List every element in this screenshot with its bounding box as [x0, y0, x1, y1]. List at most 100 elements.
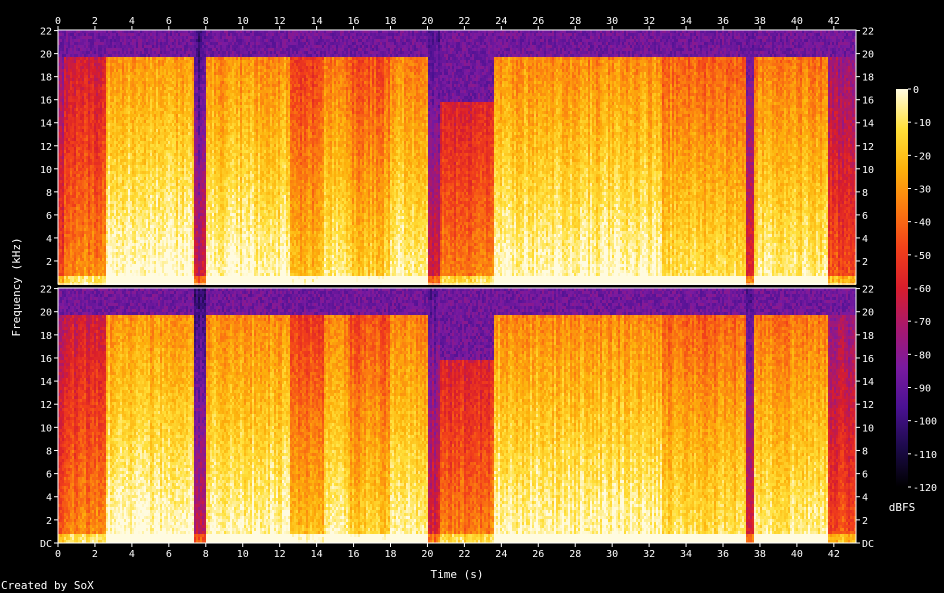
colorbar-tick-label: -60 — [913, 284, 931, 295]
x-tick-label-top: 26 — [532, 16, 544, 27]
x-tick-label-bottom: 4 — [129, 549, 135, 560]
y-tick-label-left: 2 — [46, 516, 52, 527]
x-tick-label-bottom: 30 — [606, 549, 618, 560]
colorbar: 0-10-20-30-40-50-60-70-80-90-100-110-120 — [896, 85, 937, 494]
y-tick-label-right: 12 — [862, 400, 874, 411]
x-tick-label-top: 30 — [606, 16, 618, 27]
x-tick-label-top: 4 — [129, 16, 135, 27]
y-tick-label-right: 10 — [862, 423, 874, 434]
y-tick-label-left: 10 — [40, 423, 52, 434]
x-tick-label-bottom: 34 — [680, 549, 692, 560]
x-tick-label-bottom: 38 — [754, 549, 766, 560]
x-tick-label-bottom: 42 — [828, 549, 840, 560]
y-tick-label-right: 20 — [862, 308, 874, 319]
x-tick-label-top: 0 — [55, 16, 61, 27]
x-tick-label-top: 6 — [166, 16, 172, 27]
y-tick-label-left: 2 — [46, 257, 52, 268]
y-axis-label: Frequency (kHz) — [10, 237, 23, 336]
x-tick-label-top: 2 — [92, 16, 98, 27]
colorbar-tick-label: -40 — [913, 218, 931, 229]
x-tick-label-top: 34 — [680, 16, 692, 27]
x-tick-label-top: 12 — [274, 16, 286, 27]
x-tick-label-top: 42 — [828, 16, 840, 27]
colorbar-tick-label: -10 — [913, 118, 931, 129]
y-tick-label-left: 22 — [40, 285, 52, 296]
y-tick-label-right: 6 — [862, 470, 868, 481]
y-tick-label-left: 10 — [40, 165, 52, 176]
x-tick-label-bottom: 10 — [237, 549, 249, 560]
y-tick-label-right: 16 — [862, 96, 874, 107]
y-tick-label-left: 12 — [40, 142, 52, 153]
y-tick-label-right: 16 — [862, 354, 874, 365]
y-tick-label-right: 18 — [862, 73, 874, 84]
y-tick-label-left: 16 — [40, 96, 52, 107]
x-tick-label-bottom: 40 — [791, 549, 803, 560]
colorbar-tick-label: -20 — [913, 151, 931, 162]
y-tick-label-right: 8 — [862, 446, 868, 457]
x-tick-label-bottom: 24 — [495, 549, 507, 560]
x-tick-label-bottom: 12 — [274, 549, 286, 560]
y-tick-label-right: DC — [862, 539, 874, 550]
y-tick-label-right: 14 — [862, 119, 874, 130]
x-tick-label-top: 32 — [643, 16, 655, 27]
y-tick-label-left: 14 — [40, 377, 52, 388]
colorbar-tick-label: -90 — [913, 384, 931, 395]
y-tick-label-right: 14 — [862, 377, 874, 388]
x-tick-label-bottom: 28 — [569, 549, 581, 560]
colorbar-tick-label: -80 — [913, 350, 931, 361]
y-tick-label-left: 16 — [40, 354, 52, 365]
credit-text: Created by SoX — [1, 579, 94, 592]
colorbar-tick-label: -50 — [913, 251, 931, 262]
colorbar-tick-label: -120 — [913, 483, 937, 494]
y-tick-label-right: 4 — [862, 234, 868, 245]
x-tick-label-bottom: 6 — [166, 549, 172, 560]
x-tick-label-top: 36 — [717, 16, 729, 27]
x-tick-label-top: 22 — [458, 16, 470, 27]
x-tick-label-bottom: 2 — [92, 549, 98, 560]
y-tick-label-left: 6 — [46, 211, 52, 222]
y-tick-label-left: DC — [40, 539, 52, 550]
x-tick-label-bottom: 18 — [384, 549, 396, 560]
y-tick-label-right: 22 — [862, 285, 874, 296]
y-tick-label-right: 20 — [862, 50, 874, 61]
y-tick-label-left: 20 — [40, 50, 52, 61]
x-axis-label: Time (s) — [431, 568, 484, 581]
channel-2-spectrogram — [58, 288, 856, 543]
x-tick-label-top: 8 — [203, 16, 209, 27]
x-tick-label-bottom: 8 — [203, 549, 209, 560]
y-tick-label-right: 18 — [862, 331, 874, 342]
y-tick-label-left: 8 — [46, 188, 52, 199]
y-tick-label-left: 14 — [40, 119, 52, 130]
x-tick-label-bottom: 36 — [717, 549, 729, 560]
y-tick-label-right: 8 — [862, 188, 868, 199]
y-tick-label-left: 18 — [40, 73, 52, 84]
y-tick-label-left: 20 — [40, 308, 52, 319]
x-tick-label-bottom: 32 — [643, 549, 655, 560]
y-tick-label-left: 18 — [40, 331, 52, 342]
y-tick-label-left: 6 — [46, 470, 52, 481]
x-tick-label-top: 38 — [754, 16, 766, 27]
x-tick-label-top: 10 — [237, 16, 249, 27]
colorbar-scale — [896, 89, 908, 487]
y-tick-label-left: 22 — [40, 27, 52, 38]
x-tick-label-bottom: 0 — [55, 549, 61, 560]
x-tick-label-top: 28 — [569, 16, 581, 27]
x-tick-label-top: 20 — [421, 16, 433, 27]
y-tick-label-right: 2 — [862, 516, 868, 527]
y-tick-label-left: 4 — [46, 493, 52, 504]
x-tick-label-bottom: 26 — [532, 549, 544, 560]
y-tick-label-left: 8 — [46, 446, 52, 457]
y-tick-label-right: 10 — [862, 165, 874, 176]
colorbar-tick-label: 0 — [913, 85, 919, 96]
x-tick-label-bottom: 14 — [311, 549, 323, 560]
y-tick-label-left: 12 — [40, 400, 52, 411]
y-tick-label-right: 6 — [862, 211, 868, 222]
y-tick-label-left: 4 — [46, 234, 52, 245]
colorbar-label: dBFS — [889, 501, 916, 514]
x-tick-label-bottom: 20 — [421, 549, 433, 560]
colorbar-tick-label: -30 — [913, 185, 931, 196]
colorbar-tick-label: -70 — [913, 317, 931, 328]
y-tick-label-right: 22 — [862, 27, 874, 38]
colorbar-tick-label: -110 — [913, 450, 937, 461]
